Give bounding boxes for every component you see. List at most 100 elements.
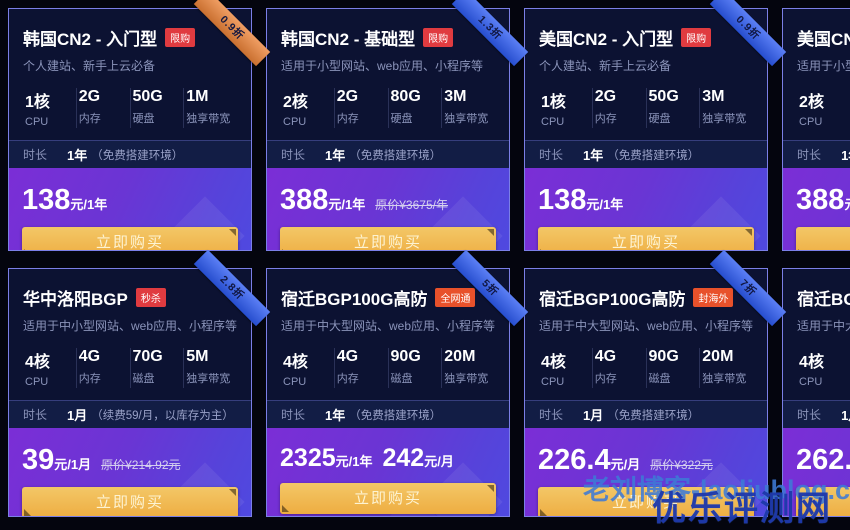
- price-primary: 226.4元/月: [538, 444, 641, 476]
- price-primary: 2325元/1年: [280, 444, 373, 472]
- spec-bandwidth: 20M 独享带宽: [444, 348, 489, 385]
- card-header: 韩国CN2 - 基础型 限购 适用于小型网站、web应用、小程序等 2核 CPU…: [267, 9, 509, 140]
- duration-label: 时长: [539, 148, 564, 162]
- spec-list: 2核 CPU 2G 内存 80G 硬盘 3M 独享带宽: [281, 88, 495, 140]
- spec-cpu: 4核 CPU: [539, 348, 593, 388]
- spec-bandwidth: 1M 独享带宽: [186, 88, 231, 125]
- plan-description: 适用于中大型网站、web应用、小程序等: [797, 319, 850, 333]
- card-header: 宿迁BGP100G高防 全网通 适用于中大型网站、web应用、小程序等 4核 C…: [267, 269, 509, 400]
- buy-now-button[interactable]: 立即购买: [280, 483, 497, 514]
- duration-bar: 时长 1月 （免费搭建环境）: [525, 400, 768, 428]
- spec-disk: 50G 硬盘: [131, 88, 185, 128]
- spec-memory: 2G 内存: [335, 88, 389, 128]
- plan-description: 个人建站、新手上云必备: [23, 59, 156, 73]
- spec-cpu: 1核 CPU: [23, 88, 77, 128]
- duration-note: （免费搭建环境）: [349, 149, 442, 162]
- duration-value: 1年: [583, 148, 604, 163]
- price-primary: 138元/1年: [538, 184, 624, 216]
- price-section: 138元/1年 立即购买 系统盘40G，赠送10G数据盘: [9, 168, 252, 250]
- price-secondary: 242元/月: [382, 444, 454, 472]
- spec-list: 4核 CPU 4G 内存 90G 磁盘 20M 独享带宽: [539, 348, 753, 400]
- price-primary: 388元/1年: [796, 184, 850, 216]
- promo-badge: 限购: [423, 28, 454, 47]
- plan-description: 适用于中大型网站、web应用、小程序等: [281, 319, 496, 333]
- plan-title: 宿迁BGP100G高防: [797, 290, 850, 309]
- buy-now-button[interactable]: 立即购买: [538, 227, 755, 250]
- duration-bar: 时长 1月 （免费搭建环境）: [783, 400, 850, 428]
- price-row: 138元/1年: [538, 184, 754, 217]
- plan-title: 宿迁BGP100G高防: [281, 290, 428, 309]
- card-header: 宿迁BGP100G高防 封海外 适用于中大型网站、web应用、小程序等 4核 C…: [525, 269, 767, 400]
- price-section: 388元/1年 原价¥3675/年 立即购买 系统盘40G，赠送40G数据盘: [267, 168, 510, 250]
- plan-description: 适用于小型网站、web应用、小程序等: [281, 59, 484, 73]
- price-section: 138元/1年 立即购买 系统盘40G，赠送10G数据盘: [525, 168, 768, 250]
- plan-card: 2.2折 美国CN2 - 基础型 限购 适用于小型网站、web应用、小程序等 2…: [782, 8, 850, 251]
- card-header: 美国CN2 - 入门型 限购 个人建站、新手上云必备 1核 CPU 2G 内存 …: [525, 9, 767, 140]
- card-header: 韩国CN2 - 入门型 限购 个人建站、新手上云必备 1核 CPU 2G 内存 …: [9, 9, 251, 140]
- buy-now-button[interactable]: 立即购买: [796, 487, 850, 516]
- duration-note: （免费搭建环境）: [91, 149, 184, 162]
- duration-bar: 时长 1年 （免费搭建环境）: [783, 140, 850, 168]
- card-header: 美国CN2 - 基础型 限购 适用于小型网站、web应用、小程序等 2核 CPU…: [783, 9, 850, 140]
- duration-note: （免费搭建环境）: [607, 149, 700, 162]
- duration-value: 1月: [67, 408, 88, 423]
- price-primary: 262.8元/1月: [796, 444, 850, 476]
- duration-value: 1月: [583, 408, 604, 423]
- duration-bar: 时长 1年 （免费搭建环境）: [267, 400, 510, 428]
- plan-title: 美国CN2 - 基础型: [797, 30, 850, 49]
- duration-note: （免费搭建环境）: [349, 409, 442, 422]
- spec-cpu: 4核 CPU: [281, 348, 335, 388]
- card-header: 华中洛阳BGP 秒杀 适用于中小型网站、web应用、小程序等 4核 CPU 4G…: [9, 269, 251, 400]
- buy-now-button[interactable]: 立即购买: [280, 227, 497, 250]
- buy-now-button[interactable]: 立即购买: [538, 487, 755, 516]
- price-section: 2325元/1年 242元/月 立即购买 系统盘40G，防御值100G: [267, 428, 510, 516]
- spec-memory: 2G 内存: [77, 88, 131, 128]
- original-price: 原价¥322元: [650, 458, 713, 472]
- duration-value: 1年: [325, 408, 346, 423]
- price-section: 226.4元/月 原价¥322元 立即购买 系统盘40G，防御值100G: [525, 428, 768, 516]
- duration-bar: 时长 1年 （免费搭建环境）: [525, 140, 768, 168]
- price-row: 138元/1年: [22, 184, 238, 217]
- duration-label: 时长: [23, 408, 48, 422]
- duration-label: 时长: [281, 148, 306, 162]
- spec-memory: 4G 内存: [593, 348, 647, 388]
- duration-label: 时长: [539, 408, 564, 422]
- duration-value: 1年: [325, 148, 346, 163]
- spec-memory: 4G 内存: [335, 348, 389, 388]
- duration-label: 时长: [797, 148, 822, 162]
- spec-disk: 80G 硬盘: [389, 88, 443, 128]
- spec-list: 4核 CPU 4G 内存 70G 磁盘 5M 独享带宽: [23, 348, 237, 400]
- duration-label: 时长: [23, 148, 48, 162]
- promo-badge: 全网通: [435, 288, 476, 307]
- spec-bandwidth: 3M 独享带宽: [702, 88, 747, 125]
- spec-disk: 70G 磁盘: [131, 348, 185, 388]
- plan-card: 0.9折 韩国CN2 - 入门型 限购 个人建站、新手上云必备 1核 CPU 2…: [8, 0, 271, 251]
- price-primary: 138元/1年: [22, 184, 108, 216]
- plan-description: 适用于小型网站、web应用、小程序等: [797, 59, 850, 73]
- duration-value: 1年: [841, 148, 850, 163]
- plan-description: 适用于中大型网站、web应用、小程序等: [539, 319, 754, 333]
- spec-list: 4核 CPU 4G 内存 90G 磁盘 20M 独享带宽: [281, 348, 495, 400]
- original-price: 原价¥3675/年: [375, 198, 448, 212]
- spec-disk: 90G 磁盘: [647, 348, 701, 388]
- plan-title: 美国CN2 - 入门型: [539, 30, 674, 49]
- promo-badge: 限购: [165, 28, 196, 47]
- promo-badge: 封海外: [693, 288, 734, 307]
- spec-disk: 90G 磁盘: [389, 348, 443, 388]
- price-section: 39元/1月 原价¥214.92元 立即购买 系统盘40G，防御值5G: [9, 428, 252, 516]
- promo-badge: 限购: [681, 28, 712, 47]
- price-row: 262.8元/1月 原价¥377元: [796, 444, 850, 477]
- spec-list: 4核 CPU 8G 内存 90G 磁盘 20M 独享带宽: [797, 348, 850, 400]
- buy-now-button[interactable]: 立即购买: [796, 227, 850, 250]
- buy-now-button[interactable]: 立即购买: [22, 487, 239, 516]
- plan-title: 韩国CN2 - 入门型: [23, 30, 158, 49]
- promo-badge: 秒杀: [135, 288, 166, 307]
- price-section: 388元/1年 原价¥2202/年 立即购买 系统盘40G，赠送40G数据盘: [783, 168, 850, 250]
- spec-list: 2核 CPU 2G 内存 80G 硬盘 5M 独享带宽: [797, 88, 850, 140]
- spec-bandwidth: 20M 独享带宽: [702, 348, 747, 385]
- duration-bar: 时长 1月 （续费59/月，以库存为主）: [9, 400, 252, 428]
- spec-list: 1核 CPU 2G 内存 50G 硬盘 3M 独享带宽: [539, 88, 753, 140]
- buy-now-button[interactable]: 立即购买: [22, 227, 239, 250]
- plan-card: 7折 宿迁BGP100G高防 封海外 适用于中大型网站、web应用、小程序等 4…: [782, 268, 850, 517]
